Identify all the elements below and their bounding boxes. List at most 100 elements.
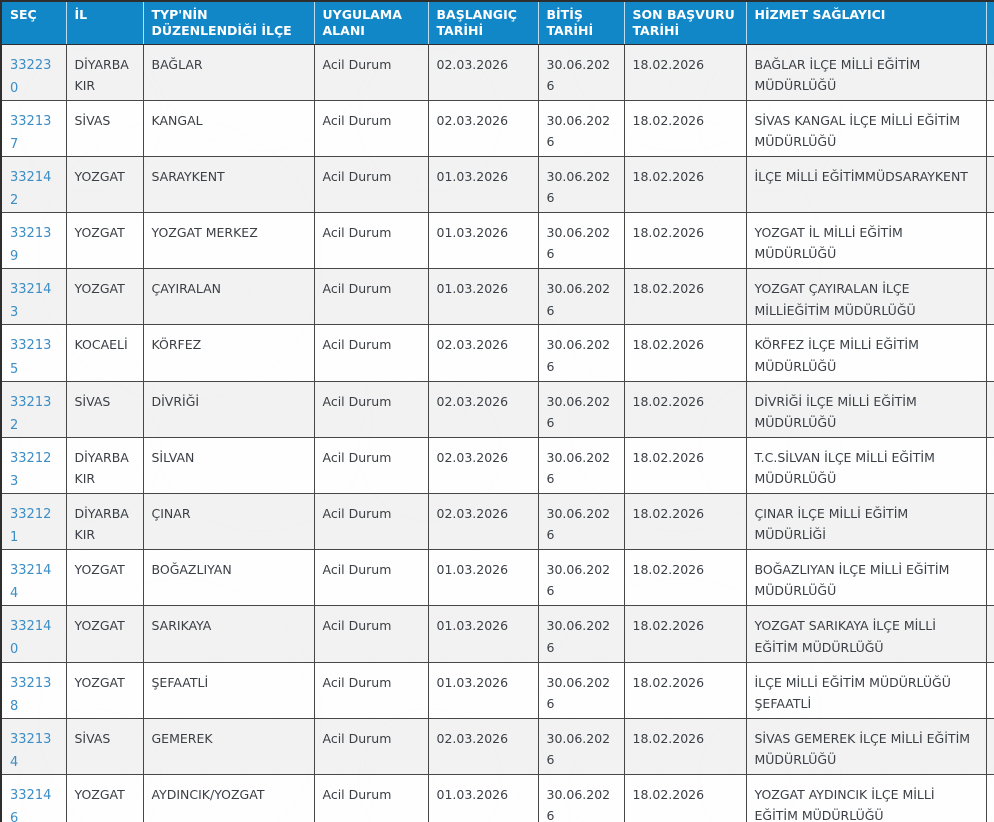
cutoff-column-cell (985, 99, 994, 157)
provider-cell: BAĞLAR İLÇE MİLLİ EĞİTİM MÜDÜRLÜĞÜ (745, 43, 987, 101)
application-area-cell: Acil Durum (313, 605, 429, 663)
end-date-cell: 30.06.2026 (537, 99, 625, 157)
end-date-cell: 30.06.2026 (537, 436, 625, 495)
column-header-ilce: TYP'NİN DÜZENLENDİĞİ İLÇE (142, 1, 314, 45)
job-id-link[interactable]: 332143 (10, 282, 52, 321)
province-cell: YOZGAT (65, 773, 144, 822)
cutoff-column-cell (985, 773, 994, 822)
job-id-link[interactable]: 332140 (10, 619, 52, 658)
select-cell: 332143 (0, 268, 67, 326)
table-row: 332135 KOCAELİ KÖRFEZ Acil Durum 02.03.2… (0, 324, 994, 382)
district-cell: BOĞAZLIYAN (142, 549, 315, 607)
province-cell: SİVAS (65, 717, 144, 775)
cutoff-column-header (985, 1, 994, 45)
job-id-link[interactable]: 332135 (10, 338, 52, 377)
job-id-link[interactable]: 332137 (10, 113, 52, 152)
start-date-cell: 02.03.2026 (427, 380, 539, 438)
province-cell: DİYARBAKIR (65, 492, 144, 551)
start-date-cell: 01.03.2026 (427, 773, 539, 822)
deadline-cell: 18.02.2026 (623, 43, 747, 101)
application-area-cell: Acil Durum (313, 492, 429, 551)
end-date-cell: 30.06.2026 (537, 717, 625, 775)
end-date-cell: 30.06.2026 (537, 492, 625, 551)
job-id-link[interactable]: 332144 (10, 563, 52, 602)
select-cell: 332132 (0, 380, 67, 438)
table-row: 332146 YOZGAT AYDINCIK/YOZGAT Acil Durum… (0, 773, 994, 822)
start-date-cell: 01.03.2026 (427, 212, 539, 270)
job-id-link[interactable]: 332146 (10, 787, 52, 822)
deadline-cell: 18.02.2026 (623, 773, 747, 822)
job-id-link[interactable]: 332230 (10, 57, 52, 96)
start-date-cell: 01.03.2026 (427, 155, 539, 214)
province-cell: DİYARBAKIR (65, 436, 144, 495)
cutoff-column-cell (985, 436, 994, 495)
table-row: 332137 SİVAS KANGAL Acil Durum 02.03.202… (0, 99, 994, 157)
column-header-son: SON BAŞVURU TARİHİ (623, 1, 746, 45)
job-id-link[interactable]: 332132 (10, 394, 52, 433)
select-cell: 332123 (0, 436, 67, 495)
deadline-cell: 18.02.2026 (623, 661, 747, 719)
cutoff-column-cell (985, 661, 994, 719)
application-area-cell: Acil Durum (313, 773, 429, 822)
select-cell: 332142 (0, 155, 67, 214)
column-header-alan: UYGULAMA ALANI (313, 1, 428, 45)
column-header-hizmet: HİZMET SAĞLAYICI (745, 1, 986, 45)
start-date-cell: 01.03.2026 (427, 268, 539, 326)
table-row: 332123 DİYARBAKIR SİLVAN Acil Durum 02.0… (0, 436, 994, 495)
select-cell: 332230 (0, 43, 67, 101)
table-row: 332144 YOZGAT BOĞAZLIYAN Acil Durum 01.0… (0, 549, 994, 607)
district-cell: YOZGAT MERKEZ (142, 212, 315, 270)
start-date-cell: 02.03.2026 (427, 99, 539, 157)
job-id-link[interactable]: 332142 (10, 169, 52, 208)
job-id-link[interactable]: 332138 (10, 675, 52, 714)
start-date-cell: 02.03.2026 (427, 436, 539, 495)
application-area-cell: Acil Durum (313, 717, 429, 775)
select-cell: 332139 (0, 212, 67, 270)
job-id-link[interactable]: 332123 (10, 450, 52, 489)
cutoff-column-cell (985, 155, 994, 214)
end-date-cell: 30.06.2026 (537, 212, 625, 270)
application-area-cell: Acil Durum (313, 549, 429, 607)
district-cell: BAĞLAR (142, 43, 315, 101)
start-date-cell: 01.03.2026 (427, 549, 539, 607)
select-cell: 332144 (0, 549, 67, 607)
cutoff-column-cell (985, 492, 994, 551)
provider-cell: T.C.SİLVAN İLÇE MİLLİ EĞİTİM MÜDÜRLÜĞÜ (745, 436, 987, 495)
provider-cell: İLÇE MİLLİ EĞİTİMMÜDSARAYKENT (745, 155, 987, 214)
column-header-sec: SEÇ (1, 1, 66, 45)
provider-cell: YOZGAT ÇAYIRALAN İLÇE MİLLİEĞİTİM MÜDÜRL… (745, 268, 987, 326)
deadline-cell: 18.02.2026 (623, 268, 747, 326)
deadline-cell: 18.02.2026 (623, 436, 747, 495)
deadline-cell: 18.02.2026 (623, 380, 747, 438)
provider-cell: BOĞAZLIYAN İLÇE MİLLİ EĞİTİM MÜDÜRLÜĞÜ (745, 549, 987, 607)
job-id-link[interactable]: 332121 (10, 507, 52, 546)
application-area-cell: Acil Durum (313, 324, 429, 382)
district-cell: DİVRİĞİ (142, 380, 315, 438)
job-id-link[interactable]: 332139 (10, 226, 52, 265)
district-cell: KÖRFEZ (142, 324, 315, 382)
select-cell: 332138 (0, 661, 67, 719)
provider-cell: ÇINAR İLÇE MİLLİ EĞİTİM MÜDÜRLİĞİ (745, 492, 987, 551)
end-date-cell: 30.06.2026 (537, 43, 625, 101)
column-header-bitis: BİTİŞ TARİHİ (537, 1, 624, 45)
end-date-cell: 30.06.2026 (537, 549, 625, 607)
end-date-cell: 30.06.2026 (537, 268, 625, 326)
provider-cell: İLÇE MİLLİ EĞİTİM MÜDÜRLÜĞÜ ŞEFAATLİ (745, 661, 987, 719)
job-id-link[interactable]: 332134 (10, 731, 52, 770)
application-area-cell: Acil Durum (313, 99, 429, 157)
column-header-il: İL (65, 1, 143, 45)
end-date-cell: 30.06.2026 (537, 324, 625, 382)
provider-cell: KÖRFEZ İLÇE MİLLİ EĞİTİM MÜDÜRLÜĞÜ (745, 324, 987, 382)
application-area-cell: Acil Durum (313, 436, 429, 495)
table-row: 332132 SİVAS DİVRİĞİ Acil Durum 02.03.20… (0, 380, 994, 438)
cutoff-column-cell (985, 549, 994, 607)
end-date-cell: 30.06.2026 (537, 155, 625, 214)
provider-cell: SİVAS GEMEREK İLÇE MİLLİ EĞİTİM MÜDÜRLÜĞ… (745, 717, 987, 775)
district-cell: SİLVAN (142, 436, 315, 495)
deadline-cell: 18.02.2026 (623, 549, 747, 607)
application-area-cell: Acil Durum (313, 155, 429, 214)
province-cell: YOZGAT (65, 155, 144, 214)
end-date-cell: 30.06.2026 (537, 380, 625, 438)
district-cell: GEMEREK (142, 717, 315, 775)
